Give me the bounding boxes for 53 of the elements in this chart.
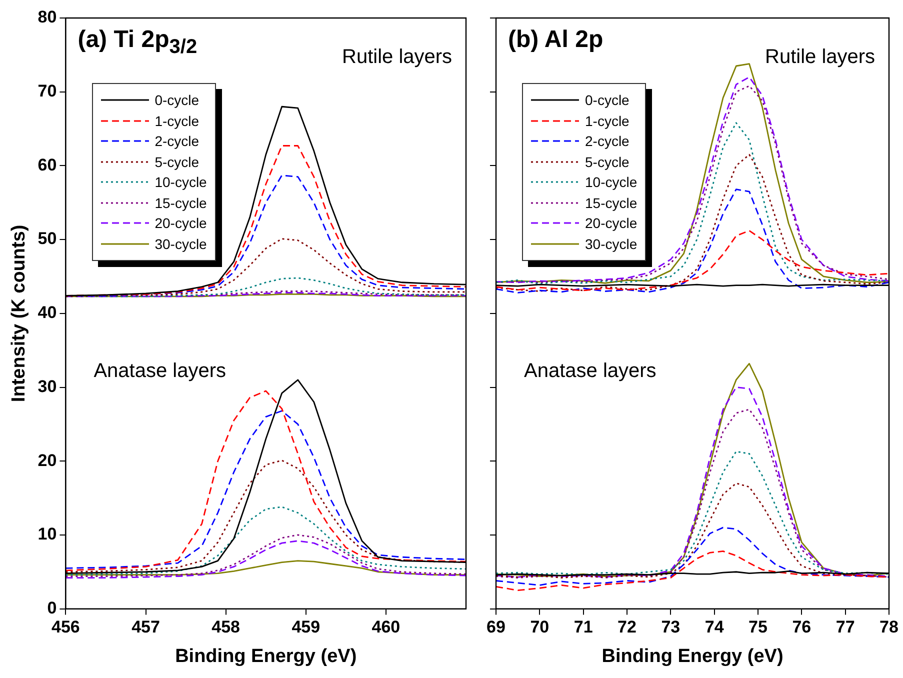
- x-tick-label: 73: [661, 618, 680, 637]
- legend-label: 20-cycle: [154, 215, 207, 232]
- x-axis-title: Binding Energy (eV): [175, 646, 357, 667]
- legend-label: 0-cycle: [585, 92, 630, 108]
- legend-label: 5-cycle: [154, 154, 200, 170]
- annotation: Anatase layers: [94, 360, 226, 383]
- x-tick-label: 75: [748, 618, 768, 637]
- y-axis-title: Intensity (K counts): [8, 224, 30, 402]
- y-tick-label: 30: [38, 376, 57, 396]
- legend-label: 5-cycle: [585, 154, 630, 170]
- legend-label: 20-cycle: [585, 215, 638, 232]
- legend-label: 30-cycle: [585, 236, 638, 252]
- y-tick-label: 20: [38, 450, 57, 470]
- legend-label: 15-cycle: [585, 194, 638, 211]
- x-tick-label: 70: [530, 618, 550, 637]
- x-tick-label: 459: [292, 618, 320, 637]
- x-tick-label: 460: [372, 618, 400, 637]
- legend-label: 1-cycle: [154, 112, 200, 129]
- y-tick-label: 80: [38, 8, 57, 27]
- line-series: [66, 506, 466, 576]
- legend-label: 10-cycle: [154, 174, 207, 190]
- legend-label: 1-cycle: [585, 112, 630, 129]
- x-tick-label: 74: [704, 618, 724, 637]
- legend-label: 2-cycle: [154, 133, 200, 150]
- y-tick-label: 60: [38, 155, 57, 174]
- y-tick-label: 10: [38, 524, 57, 544]
- y-tick-label: 50: [38, 229, 57, 248]
- y-tick-label: 40: [38, 303, 57, 322]
- legend-label: 10-cycle: [585, 174, 638, 190]
- legend-label: 2-cycle: [585, 133, 630, 150]
- legend-label: 15-cycle: [154, 194, 207, 211]
- x-tick-label: 72: [618, 618, 636, 637]
- y-tick-label: 0: [47, 598, 57, 618]
- annotation: Rutile layers: [765, 46, 876, 69]
- x-tick-label: 456: [52, 618, 80, 637]
- line-series: [66, 540, 466, 578]
- x-tick-label: 71: [574, 618, 593, 637]
- legend-label: 0-cycle: [154, 92, 200, 108]
- x-axis-title: Binding Energy (eV): [602, 646, 784, 667]
- x-tick-label: 78: [880, 618, 898, 637]
- x-tick-label: 458: [212, 618, 240, 637]
- x-tick-label: 69: [486, 618, 506, 637]
- annotation: Anatase layers: [524, 360, 656, 383]
- chart-title: (a) Ti 2p$_{3/2}$: [78, 26, 198, 59]
- y-tick-label: 70: [38, 82, 57, 101]
- line-series: [66, 534, 466, 578]
- legend-label: 30-cycle: [154, 236, 207, 252]
- line-series: [66, 238, 466, 298]
- x-tick-label: 457: [132, 618, 160, 637]
- x-tick-label: 77: [836, 618, 855, 637]
- x-tick-label: 76: [792, 618, 812, 637]
- annotation: Rutile layers: [342, 46, 452, 69]
- chart-title: (b) Al 2p: [508, 26, 604, 54]
